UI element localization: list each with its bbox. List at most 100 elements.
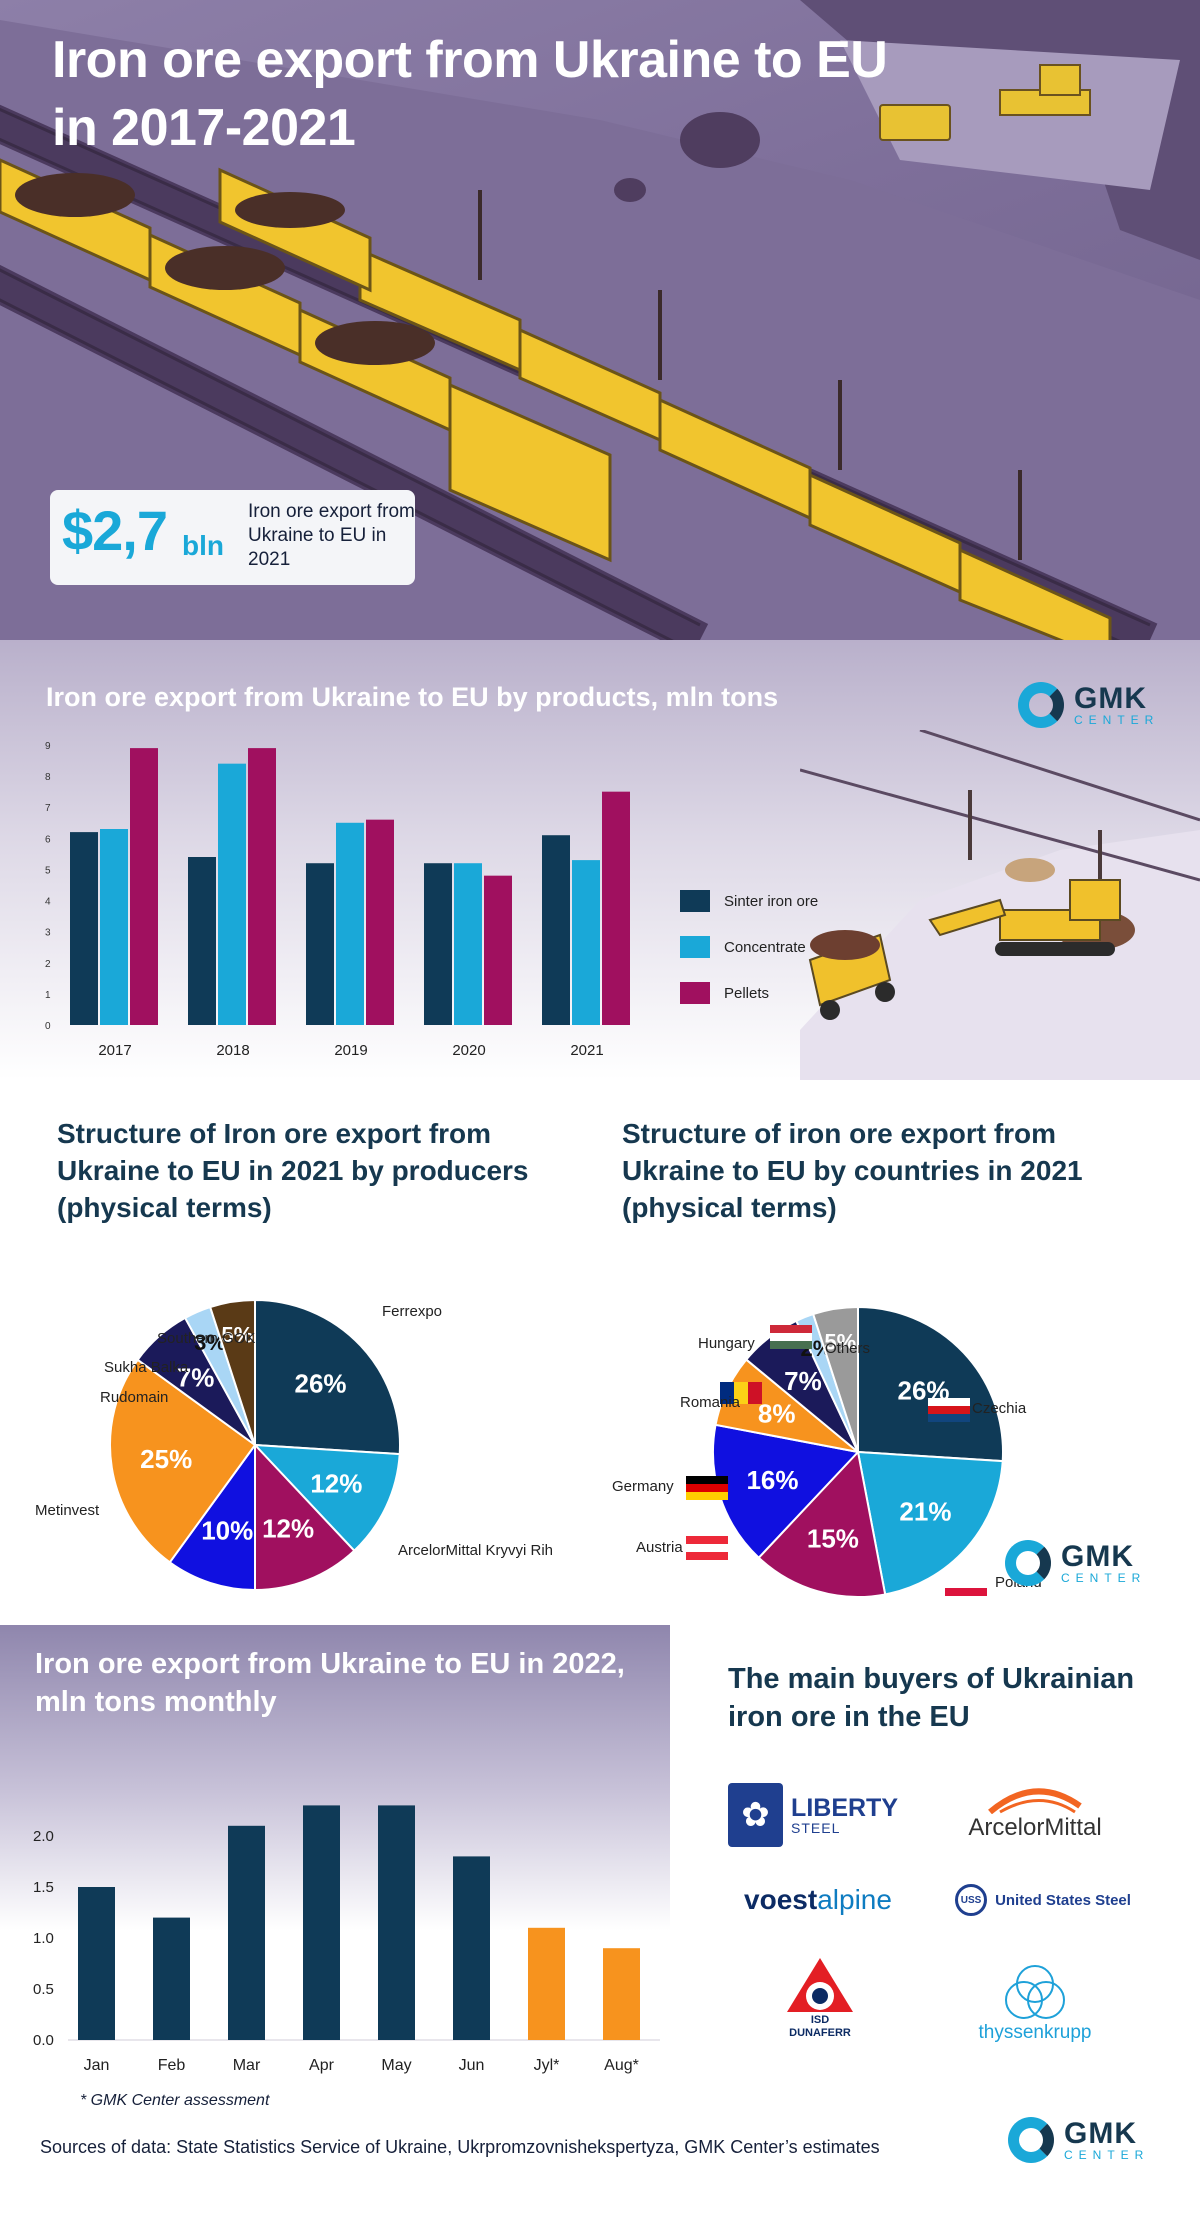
y-tick-label: 3: [45, 928, 51, 939]
flag-stripe: [720, 1382, 734, 1404]
producers-pie-chart: 26% Ferrexpo 12% ArcelorMittal Kryvyi Rih 12…: [35, 1298, 553, 1592]
x-tick-label: Jyl*: [534, 2057, 560, 2074]
bar-pellets-2018: [248, 748, 276, 1025]
uss-badge-icon: USS: [955, 1884, 988, 1916]
buyers-title: The main buyers of Ukrainian iron ore in…: [728, 1663, 1135, 1733]
hero-illustration: [0, 0, 1200, 640]
bar-month-Feb: [153, 1917, 190, 2040]
stat-box: $2,7 bln Iron ore export from Ukraine to…: [50, 490, 415, 585]
gmk-logo-bottom: GMK CENTER: [1008, 2117, 1149, 2163]
gmk-logo-middle: GMK CENTER: [1005, 1540, 1146, 1586]
pie-category-label: Germany: [612, 1478, 674, 1495]
voest-wordmark: voest: [744, 1884, 818, 1915]
bar-sinter-iron-ore-2017: [70, 832, 98, 1025]
x-tick-label: 2018: [216, 1042, 249, 1059]
gmk-ring-icon: [1018, 682, 1064, 728]
pie-percent-label: 5%: [824, 1329, 856, 1354]
bar-month-May: [378, 1805, 415, 2040]
sources-note: Sources of data: State Statistics Servic…: [40, 2137, 880, 2157]
x-tick-label: 2020: [452, 1042, 485, 1059]
products-chart-title: Iron ore export from Ukraine to EU by pr…: [46, 682, 779, 712]
flag-stripe: [686, 1484, 728, 1492]
y-tick-label: 9: [45, 741, 51, 752]
pie-slice-metinvest: [109, 1358, 257, 1564]
bar-concentrate-2021: [572, 860, 600, 1025]
bar-month-Jun: [453, 1856, 490, 2040]
us-steel-wordmark: United States Steel: [995, 1891, 1131, 1909]
bar-month-Mar: [228, 1825, 265, 2040]
pie-percent-label: 15%: [807, 1523, 859, 1553]
flag-stripe: [770, 1325, 812, 1333]
thyssenkrupp-rings-icon: [1005, 1964, 1065, 2019]
bar-concentrate-2020: [454, 863, 482, 1025]
bar-concentrate-2018: [218, 763, 246, 1025]
hero-banner: Iron ore export from Ukraine to EU in 20…: [0, 0, 1200, 640]
legend-swatch: [680, 936, 710, 958]
legend-swatch: [680, 890, 710, 912]
isd-dunaferr-logo: ISD DUNAFERR: [770, 1950, 870, 2045]
gmk-ring-icon: [1005, 1540, 1051, 1586]
flag-stripe: [928, 1406, 970, 1414]
products-legend: Sinter iron ore Concentrate Pellets: [680, 890, 820, 1028]
pie-percent-label: 12%: [262, 1514, 314, 1544]
stat-description: Iron ore export from Ukraine to EU in 20…: [248, 501, 415, 570]
legend-item: Pellets: [680, 982, 820, 1004]
products-bar-chart: 0 1 2 3 4 5 6 7 8 9 2017 2018 2019 2020 2021: [45, 741, 630, 1059]
pie-percent-label: 5%: [221, 1322, 253, 1347]
flag-stripe: [770, 1333, 812, 1341]
legend-label: Sinter iron ore: [724, 892, 819, 910]
bar-concentrate-2017: [100, 829, 128, 1025]
pie-category-label: Metinvest: [35, 1502, 100, 1519]
voestalpine-logo: voest alpine: [728, 1880, 908, 1920]
y-tick-label: 2.0: [33, 1828, 54, 1845]
flag-stripe: [686, 1536, 728, 1544]
gmk-wordmark: GMK: [1061, 1540, 1134, 1573]
y-tick-label: 0: [45, 1021, 51, 1032]
countries-pie-chart: 26%Czechia21%Poland15%Slovakia16%Austria…: [612, 1305, 1042, 1598]
liberty-steel-logo: ✿ LIBERTY STEEL: [728, 1780, 898, 1850]
liberty-wordmark-sub: STEEL: [791, 1819, 841, 1836]
monthly-chart-panel: Iron ore export from Ukraine to EU in 20…: [0, 1625, 670, 2095]
x-tick-label: 2017: [98, 1042, 131, 1059]
pie-category-label: Hungary: [698, 1335, 755, 1352]
gmk-wordmark-sub: CENTER: [1061, 1571, 1147, 1585]
x-tick-label: Feb: [158, 2057, 186, 2074]
y-tick-label: 0.5: [33, 1981, 54, 1998]
pie-slice-arcelormittal-kryvyi-rih: [252, 1443, 401, 1553]
pie-percent-label: 8%: [758, 1399, 796, 1429]
x-tick-label: Apr: [309, 2057, 335, 2074]
y-tick-label: 0.0: [33, 2032, 54, 2049]
flag-stripe: [770, 1341, 812, 1349]
y-tick-label: 7: [45, 803, 51, 814]
legend-label: Concentrate: [724, 938, 806, 956]
monthly-chart-title: Iron ore export from Ukraine to EU in 20…: [35, 1648, 625, 1718]
bar-pellets-2019: [366, 819, 394, 1025]
pie-slice-poland: [856, 1450, 1004, 1596]
pie-section: Structure of Iron ore export from Ukrain…: [0, 1080, 1200, 1625]
bar-month-Jyl: [528, 1927, 565, 2040]
hero-title-line2: in 2017-2021: [52, 99, 356, 157]
y-tick-label: 5: [45, 865, 51, 876]
pie-category-label: Others: [825, 1340, 870, 1357]
products-chart-panel: Iron ore export from Ukraine to EU by pr…: [0, 640, 1200, 1080]
pie-percent-label: 10%: [201, 1516, 253, 1546]
legend-item: Sinter iron ore: [680, 890, 820, 912]
monthly-footnote: * GMK Center assessment: [80, 2092, 270, 2109]
arc-swoosh-icon: [988, 1787, 1082, 1814]
flag-stripe: [945, 1580, 987, 1588]
y-tick-label: 1: [45, 990, 51, 1001]
legend-swatch: [680, 982, 710, 1004]
pie-slice-others: [811, 1305, 859, 1453]
flag-stripe: [686, 1552, 728, 1560]
pie-percent-label: 12%: [310, 1468, 362, 1498]
gmk-wordmark-sub: CENTER: [1074, 713, 1160, 727]
arcelormittal-logo: ArcelorMittal: [930, 1770, 1140, 1855]
bar-sinter-iron-ore-2018: [188, 857, 216, 1025]
pie-percent-label: 26%: [295, 1368, 347, 1398]
pie-category-label: ArcelorMittal Kryvyi Rih: [398, 1542, 553, 1559]
x-tick-label: 2021: [570, 1042, 603, 1059]
bar-month-Jan: [78, 1887, 115, 2040]
pie-category-label: Rudomain: [100, 1389, 168, 1406]
pie-category-label: Austria: [636, 1539, 683, 1556]
gmk-wordmark: GMK: [1074, 682, 1147, 715]
